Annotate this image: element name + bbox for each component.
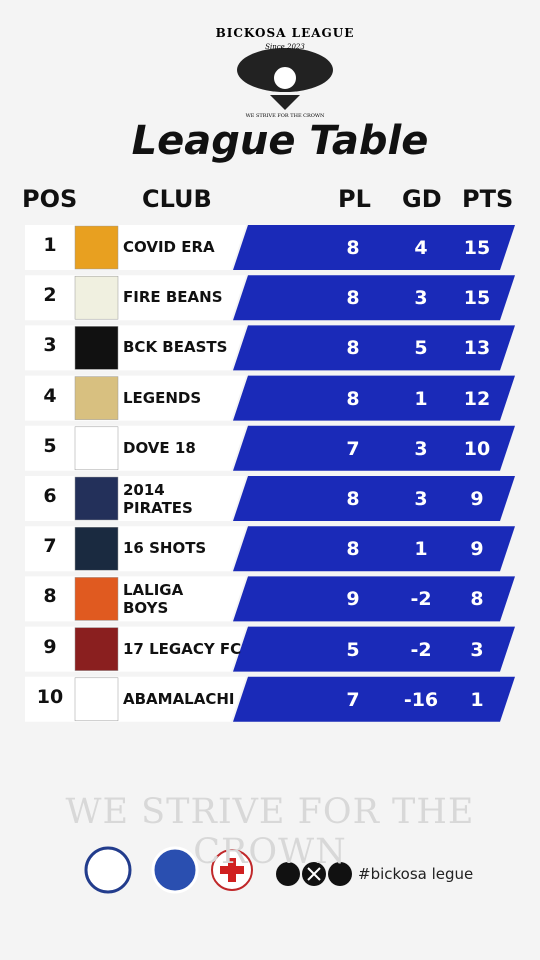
club-logo — [74, 677, 119, 722]
goal-difference: 5 — [414, 337, 428, 360]
goal-difference: -2 — [410, 638, 432, 661]
played: 8 — [346, 387, 360, 410]
club-logo — [74, 426, 119, 471]
row-blue — [233, 275, 515, 321]
position: 10 — [36, 685, 64, 708]
points: 15 — [463, 237, 491, 259]
eagle-tail — [270, 95, 300, 110]
title: League Table — [131, 118, 429, 164]
club-name: 17 LEGACY FC — [123, 639, 242, 658]
ball — [272, 65, 298, 91]
club-name: COVID ERA — [123, 238, 215, 256]
points: 9 — [470, 488, 484, 510]
position: 7 — [43, 535, 57, 558]
goal-difference: -2 — [410, 588, 432, 611]
row-blue — [233, 476, 515, 521]
footer-motto: WE STRIVE FOR THE CROWN — [65, 792, 475, 872]
red-cross — [220, 858, 244, 882]
col-header: PL — [338, 185, 371, 213]
row-blue — [233, 626, 515, 672]
club-logo — [74, 225, 119, 270]
points: 8 — [470, 588, 484, 611]
facebook-icon[interactable] — [328, 862, 352, 886]
club-logo — [74, 476, 119, 521]
row-blue — [233, 526, 515, 572]
points: 15 — [463, 287, 491, 310]
played: 5 — [346, 638, 360, 661]
club-logo — [74, 326, 119, 370]
club-logo — [74, 376, 119, 420]
row-blue — [233, 425, 515, 471]
tiktok-icon[interactable] — [276, 862, 300, 886]
played: 8 — [346, 488, 360, 510]
goal-difference: 1 — [414, 387, 428, 410]
played: 9 — [346, 588, 360, 611]
motto-small: WE STRIVE FOR THE CROWN — [245, 113, 325, 119]
position: 5 — [43, 434, 57, 457]
row-blue — [233, 225, 515, 270]
since: Since 2023 — [265, 43, 305, 51]
position: 2 — [43, 284, 57, 307]
goal-difference: 1 — [414, 538, 428, 561]
goal-difference: 3 — [414, 287, 428, 310]
played: 8 — [346, 337, 360, 360]
goal-difference: -16 — [403, 688, 439, 711]
position: 8 — [43, 585, 57, 608]
club-name: LALIGA BOYS — [123, 581, 184, 618]
club-name: FIRE BEANS — [123, 288, 223, 307]
row-blue — [233, 325, 515, 371]
col-header: POS — [22, 185, 78, 213]
table-rows — [25, 225, 515, 722]
club-name: LEGENDS — [123, 388, 202, 407]
played: 8 — [346, 237, 360, 259]
club-logo — [74, 627, 119, 671]
points: 1 — [470, 688, 484, 711]
goal-difference: 3 — [414, 488, 428, 510]
club-name: BCK BEASTS — [123, 338, 228, 357]
club-logo — [74, 577, 119, 621]
points: 3 — [470, 638, 484, 661]
played: 7 — [346, 437, 360, 460]
points: 12 — [463, 387, 491, 410]
points: 13 — [463, 337, 491, 360]
club-name: 2014 PIRATES — [123, 481, 193, 517]
sponsor-logo — [84, 846, 132, 894]
position: 3 — [43, 334, 57, 357]
points: 9 — [470, 538, 484, 561]
hashtag: #bickosa legue — [358, 865, 474, 883]
position: 9 — [43, 635, 57, 658]
row-blue — [233, 676, 515, 722]
position: 4 — [43, 384, 57, 407]
col-header: GD — [402, 185, 442, 213]
played: 7 — [346, 688, 360, 711]
played: 8 — [346, 287, 360, 310]
goal-difference: 4 — [414, 237, 428, 259]
row-blue — [233, 576, 515, 622]
club-logo — [74, 275, 119, 320]
position: 1 — [43, 234, 57, 256]
row-blue — [233, 375, 515, 421]
club-name: DOVE 18 — [123, 438, 196, 457]
col-header: CLUB — [142, 185, 212, 213]
league-name: BICKOSA LEAGUE — [215, 26, 355, 40]
col-header: PTS — [462, 185, 514, 213]
points: 10 — [463, 437, 491, 460]
club-logo — [74, 526, 119, 571]
position: 6 — [43, 485, 57, 507]
club-name: 16 SHOTS — [123, 539, 207, 558]
club-name: ABAMALACHI — [123, 689, 235, 708]
goal-difference: 3 — [414, 437, 428, 460]
sponsor-logo — [151, 846, 199, 894]
x-glyph — [307, 867, 321, 881]
played: 8 — [346, 538, 360, 561]
